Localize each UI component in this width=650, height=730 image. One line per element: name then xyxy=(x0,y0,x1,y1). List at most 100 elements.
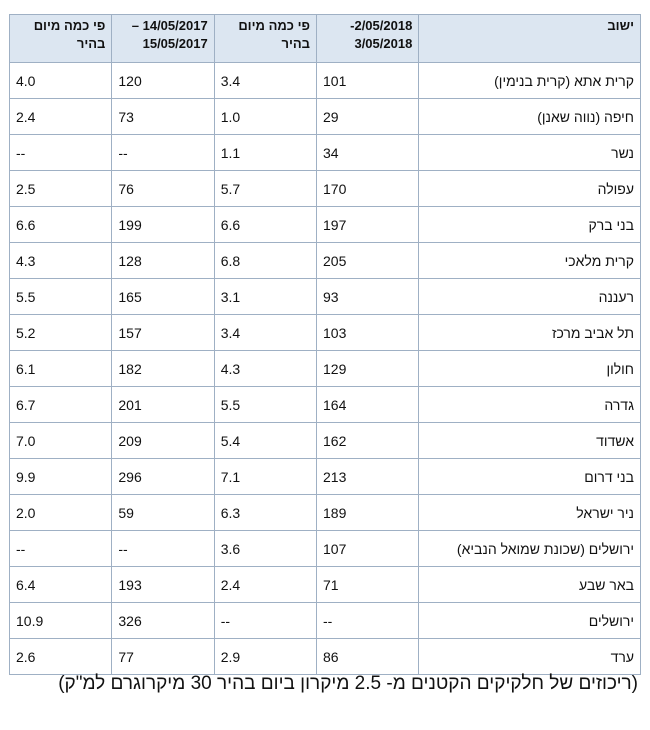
cell-town: ירושלים (שכונת שמואל הנביא) xyxy=(418,530,641,567)
cell-2017-ratio: 2.4 xyxy=(8,98,113,135)
header-town: ישוב xyxy=(418,14,641,63)
cell-2018-value: 205 xyxy=(315,242,420,279)
cell-2017-ratio: 10.9 xyxy=(8,602,113,639)
cell-2017-value: 157 xyxy=(111,314,215,351)
cell-town: גדרה xyxy=(418,386,641,423)
cell-2017-ratio: -- xyxy=(8,134,113,171)
cell-2018-value: -- xyxy=(315,602,420,639)
table-row: קרית אתא (קרית בנימין) 101 3.4 120 4.0 xyxy=(8,62,641,99)
cell-2017-value: 77 xyxy=(111,638,215,675)
cell-2018-value: 170 xyxy=(315,170,420,207)
cell-2018-value: 34 xyxy=(315,134,420,171)
cell-town: קרית מלאכי xyxy=(418,242,641,279)
table-row: חיפה (נווה שאנן) 29 1.0 73 2.4 xyxy=(8,98,641,135)
cell-2018-ratio: 1.1 xyxy=(213,134,318,171)
cell-2017-ratio: 6.1 xyxy=(8,350,113,387)
cell-2018-value: 101 xyxy=(315,62,420,99)
table-row: בני דרום 213 7.1 296 9.9 xyxy=(8,458,641,495)
cell-2018-ratio: 3.4 xyxy=(213,314,318,351)
cell-town: ניר ישראל xyxy=(418,494,641,531)
cell-2018-ratio: 1.0 xyxy=(213,98,318,135)
table-row: נשר 34 1.1 -- -- xyxy=(8,134,641,171)
cell-2018-value: 164 xyxy=(315,386,420,423)
cell-2017-value: 326 xyxy=(111,602,215,639)
cell-2017-ratio: 4.0 xyxy=(8,62,113,99)
table-row: ירושלים -- -- 326 10.9 xyxy=(8,602,641,639)
cell-2018-value: 93 xyxy=(315,278,420,315)
table-row: ניר ישראל 189 6.3 59 2.0 xyxy=(8,494,641,531)
cell-town: רעננה xyxy=(418,278,641,315)
cell-2017-ratio: -- xyxy=(8,530,113,567)
cell-town: תל אביב מרכז xyxy=(418,314,641,351)
cell-2017-ratio: 5.2 xyxy=(8,314,113,351)
pollution-table-container: ישוב 2/05/2018- 3/05/2018 פי כמה מיום בהיר… xyxy=(8,14,641,675)
cell-2017-ratio: 6.4 xyxy=(8,566,113,603)
cell-2017-value: -- xyxy=(111,530,215,567)
cell-2018-value: 107 xyxy=(315,530,420,567)
cell-2017-ratio: 2.0 xyxy=(8,494,113,531)
cell-2017-value: 165 xyxy=(111,278,215,315)
table-row: באר שבע 71 2.4 193 6.4 xyxy=(8,566,641,603)
cell-2018-value: 189 xyxy=(315,494,420,531)
table-row: עפולה 170 5.7 76 2.5 xyxy=(8,170,641,207)
cell-2017-value: 209 xyxy=(111,422,215,459)
cell-town: בני דרום xyxy=(418,458,641,495)
cell-town: ירושלים xyxy=(418,602,641,639)
table-row: קרית מלאכי 205 6.8 128 4.3 xyxy=(8,242,641,279)
header-row: ישוב 2/05/2018- 3/05/2018 פי כמה מיום בהיר… xyxy=(8,14,641,63)
cell-2018-ratio: 3.4 xyxy=(213,62,318,99)
cell-town: עפולה xyxy=(418,170,641,207)
cell-town: אשדוד xyxy=(418,422,641,459)
cell-2018-ratio: 7.1 xyxy=(213,458,318,495)
cell-town: חולון xyxy=(418,350,641,387)
cell-2017-value: 120 xyxy=(111,62,215,99)
cell-2018-ratio: 6.6 xyxy=(213,206,318,243)
table-row: בני ברק 197 6.6 199 6.6 xyxy=(8,206,641,243)
table-row: תל אביב מרכז 103 3.4 157 5.2 xyxy=(8,314,641,351)
cell-2017-ratio: 7.0 xyxy=(8,422,113,459)
cell-2017-ratio: 9.9 xyxy=(8,458,113,495)
cell-2017-value: 199 xyxy=(111,206,215,243)
cell-2017-ratio: 6.6 xyxy=(8,206,113,243)
cell-2018-value: 197 xyxy=(315,206,420,243)
table-row: ירושלים (שכונת שמואל הנביא) 107 3.6 -- -- xyxy=(8,530,641,567)
cell-2017-ratio: 2.5 xyxy=(8,170,113,207)
cell-2017-value: 201 xyxy=(111,386,215,423)
cell-2017-ratio: 4.3 xyxy=(8,242,113,279)
pollution-table: ישוב 2/05/2018- 3/05/2018 פי כמה מיום בהיר… xyxy=(8,14,641,675)
cell-2017-value: 193 xyxy=(111,566,215,603)
cell-2017-value: -- xyxy=(111,134,215,171)
cell-2018-ratio: 6.8 xyxy=(213,242,318,279)
cell-2017-value: 128 xyxy=(111,242,215,279)
cell-2018-ratio: -- xyxy=(213,602,318,639)
table-row: רעננה 93 3.1 165 5.5 xyxy=(8,278,641,315)
table-row: אשדוד 162 5.4 209 7.0 xyxy=(8,422,641,459)
table-caption: (ריכוזים של חלקיקים הקטנים מ- 2.5 מיקרון… xyxy=(58,673,638,694)
table-row: ערד 86 2.9 77 2.6 xyxy=(8,638,641,675)
cell-2018-ratio: 5.4 xyxy=(213,422,318,459)
cell-2018-ratio: 6.3 xyxy=(213,494,318,531)
cell-2017-value: 182 xyxy=(111,350,215,387)
header-2017-ratio: פי כמה מיום בהיר xyxy=(8,14,113,63)
cell-2017-value: 59 xyxy=(111,494,215,531)
cell-town: חיפה (נווה שאנן) xyxy=(418,98,641,135)
cell-2018-value: 29 xyxy=(315,98,420,135)
cell-2018-value: 103 xyxy=(315,314,420,351)
cell-2018-value: 129 xyxy=(315,350,420,387)
header-2018-ratio: פי כמה מיום בהיר xyxy=(213,14,318,63)
header-2017-value: 14/05/2017 – 15/05/2017 xyxy=(111,14,215,63)
cell-2017-ratio: 2.6 xyxy=(8,638,113,675)
cell-2017-value: 76 xyxy=(111,170,215,207)
table-row: גדרה 164 5.5 201 6.7 xyxy=(8,386,641,423)
cell-2018-value: 86 xyxy=(315,638,420,675)
cell-2018-value: 213 xyxy=(315,458,420,495)
cell-2017-value: 73 xyxy=(111,98,215,135)
cell-2018-value: 71 xyxy=(315,566,420,603)
cell-2018-value: 162 xyxy=(315,422,420,459)
cell-2018-ratio: 3.6 xyxy=(213,530,318,567)
cell-2017-ratio: 6.7 xyxy=(8,386,113,423)
table-row: חולון 129 4.3 182 6.1 xyxy=(8,350,641,387)
cell-2018-ratio: 5.5 xyxy=(213,386,318,423)
cell-2017-ratio: 5.5 xyxy=(8,278,113,315)
table-body: קרית אתא (קרית בנימין) 101 3.4 120 4.0 חיפה (… xyxy=(8,62,641,675)
